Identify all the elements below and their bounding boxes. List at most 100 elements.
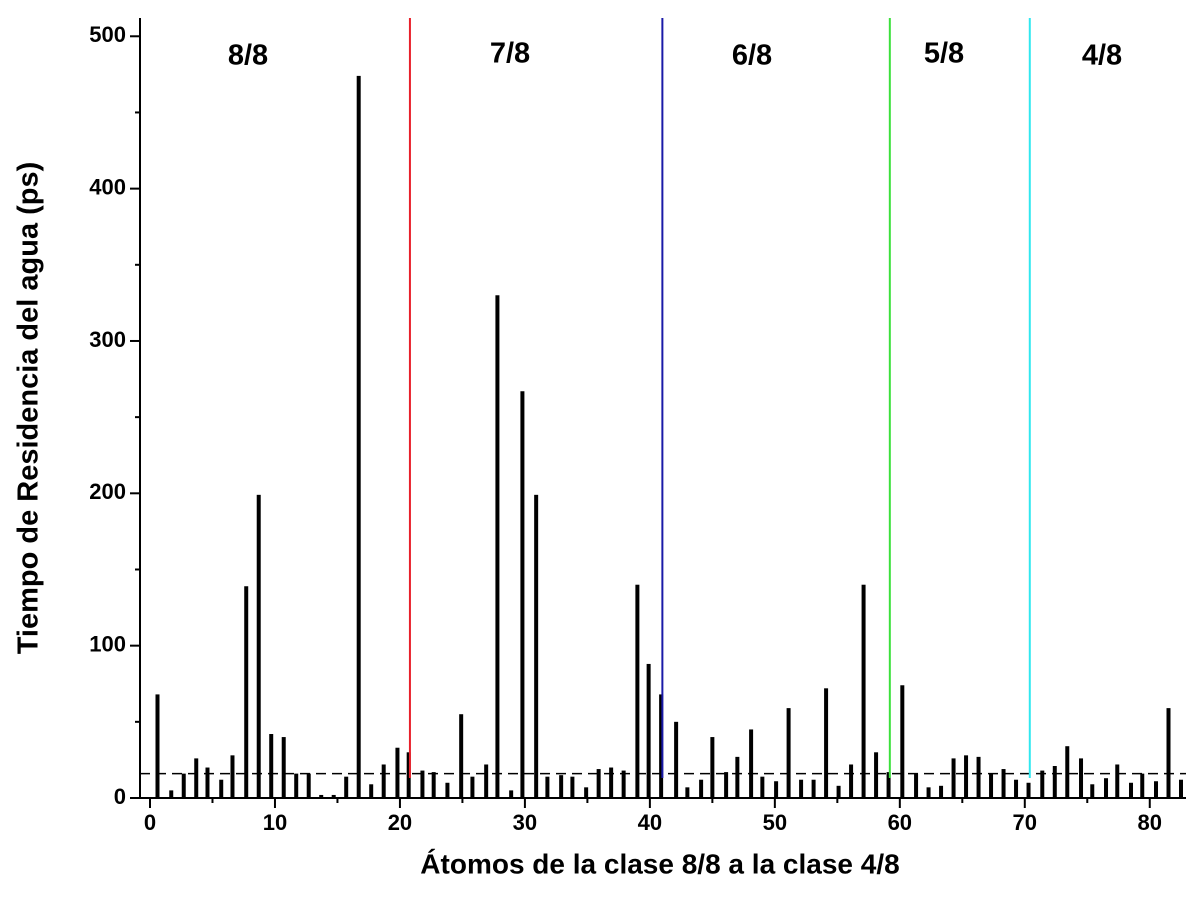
bar	[319, 794, 324, 798]
bar	[256, 494, 261, 798]
bar	[1166, 708, 1171, 798]
bar	[811, 779, 816, 798]
region-label: 5/8	[924, 38, 964, 70]
bar	[646, 663, 651, 798]
region-label: 6/8	[732, 40, 772, 72]
bar	[1104, 778, 1109, 798]
bar	[1140, 773, 1145, 798]
bar	[861, 584, 866, 798]
bar	[1014, 779, 1019, 798]
bar	[395, 747, 400, 798]
bar	[760, 776, 765, 798]
bar	[459, 714, 464, 798]
bar	[964, 755, 969, 798]
bar	[445, 782, 450, 798]
bar	[926, 787, 931, 798]
x-tick-label: 70	[1013, 810, 1037, 835]
bar	[570, 776, 575, 798]
bar	[659, 694, 664, 798]
bar	[1154, 781, 1159, 798]
bar	[484, 764, 489, 798]
bar	[294, 773, 299, 798]
bar	[1115, 764, 1120, 798]
bar	[219, 779, 224, 798]
bar	[369, 784, 374, 798]
bar	[331, 794, 336, 798]
bar	[849, 764, 854, 798]
bar	[749, 729, 754, 798]
bar	[951, 758, 956, 798]
bar	[534, 494, 539, 798]
bar	[1026, 782, 1031, 798]
x-tick-label: 60	[888, 810, 912, 835]
bar	[1179, 779, 1184, 798]
y-tick-label: 0	[114, 784, 126, 809]
region-label: 7/8	[490, 38, 530, 70]
bar	[1052, 766, 1057, 798]
bar	[194, 758, 199, 798]
bar	[509, 790, 514, 798]
bar	[470, 776, 475, 798]
bar	[824, 688, 829, 798]
bar	[685, 787, 690, 798]
bar	[406, 752, 411, 798]
bar	[1129, 782, 1134, 798]
x-tick-label: 10	[263, 810, 287, 835]
bar	[181, 773, 186, 798]
bar	[244, 586, 249, 798]
bar	[431, 772, 436, 798]
bar	[774, 781, 779, 798]
bar	[205, 767, 210, 798]
bar	[886, 772, 891, 798]
bar	[230, 755, 235, 798]
y-tick-label: 300	[89, 327, 126, 352]
x-tick-label: 30	[513, 810, 537, 835]
bar	[495, 295, 500, 798]
bar	[520, 391, 525, 798]
bar	[710, 737, 715, 798]
bar	[269, 734, 274, 798]
bar	[584, 787, 589, 798]
bar	[420, 770, 425, 798]
bar	[735, 756, 740, 798]
bar	[1079, 758, 1084, 798]
bar	[836, 785, 841, 798]
x-tick-label: 50	[763, 810, 787, 835]
y-tick-label: 400	[89, 174, 126, 199]
bar	[635, 584, 640, 798]
bar	[609, 767, 614, 798]
y-tick-label: 500	[89, 22, 126, 47]
region-label: 4/8	[1082, 40, 1122, 72]
y-tick-label: 200	[89, 479, 126, 504]
bar	[281, 737, 286, 798]
bar	[169, 790, 174, 798]
bar	[621, 770, 626, 798]
bar	[1040, 770, 1045, 798]
bar	[699, 779, 704, 798]
x-tick-label: 0	[144, 810, 156, 835]
bar	[596, 769, 601, 798]
bar	[559, 775, 564, 798]
bar	[1065, 746, 1070, 798]
bar	[344, 776, 349, 798]
x-axis-label: Átomos de la clase 8/8 a la clase 4/8	[420, 848, 899, 879]
x-tick-label: 40	[638, 810, 662, 835]
bar	[914, 773, 919, 798]
bar	[1001, 769, 1006, 798]
y-tick-label: 100	[89, 631, 126, 656]
bar	[1090, 784, 1095, 798]
bar	[381, 764, 386, 798]
bar	[799, 779, 804, 798]
bar	[356, 75, 361, 798]
bar	[545, 776, 550, 798]
bar	[989, 773, 994, 798]
x-tick-label: 20	[388, 810, 412, 835]
bar	[155, 694, 160, 798]
bar	[306, 773, 311, 798]
bar	[724, 772, 729, 798]
bar	[874, 752, 879, 798]
bar	[900, 685, 905, 798]
x-tick-label: 80	[1138, 810, 1162, 835]
region-label: 8/8	[228, 40, 268, 72]
